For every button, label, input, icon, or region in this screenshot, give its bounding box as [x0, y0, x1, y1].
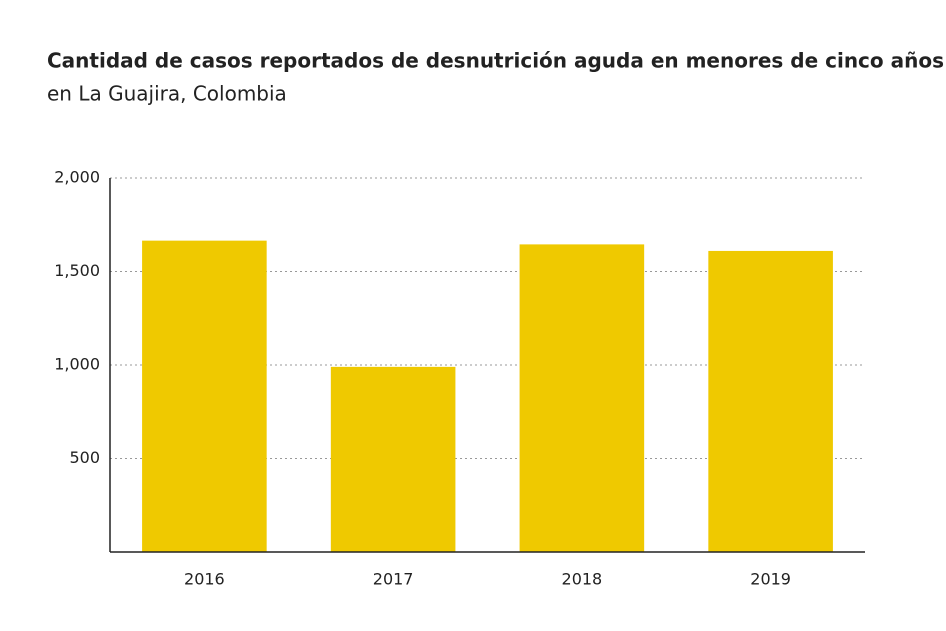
y-tick-label: 500 [69, 448, 100, 467]
bar [519, 244, 645, 552]
chart-title: Cantidad de casos reportados de desnutri… [47, 49, 944, 73]
y-tick-label: 1,000 [54, 355, 100, 374]
y-tick-label: 2,000 [54, 168, 100, 187]
bar [142, 240, 267, 552]
x-tick-label: 2018 [562, 570, 603, 589]
chart-subtitle: en La Guajira, Colombia [47, 82, 287, 106]
bar [330, 366, 456, 552]
bar [708, 250, 833, 552]
x-tick-label: 2017 [373, 570, 414, 589]
x-tick-label: 2019 [750, 570, 791, 589]
x-tick-label: 2016 [184, 570, 225, 589]
y-tick-label: 1,500 [54, 261, 100, 280]
